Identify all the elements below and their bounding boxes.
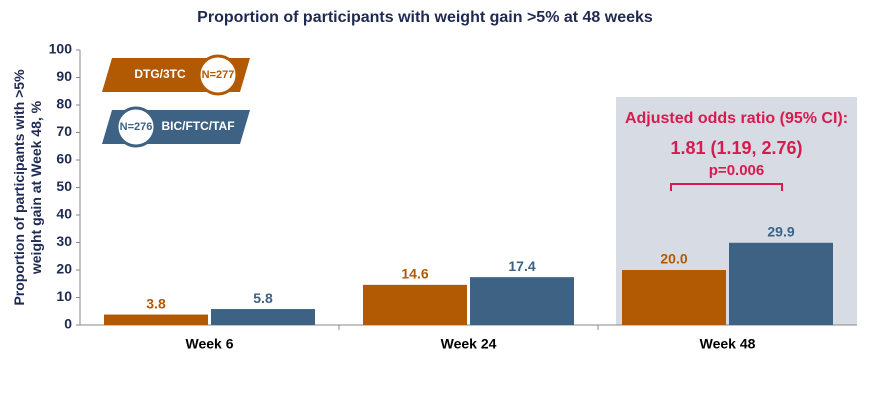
legend-n-badge (115, 106, 157, 148)
bar (211, 309, 315, 325)
x-tick-label: Week 24 (441, 336, 497, 352)
bar (363, 284, 467, 325)
y-tick-label: 90 (56, 68, 72, 84)
annotation-estimate: 1.81 (1.19, 2.76) (670, 138, 802, 158)
bar (104, 314, 208, 325)
value-label: 5.8 (253, 290, 273, 306)
y-tick-label: 60 (56, 151, 72, 167)
y-axis-label-line: Proportion of participants with >5% (11, 69, 27, 306)
y-tick-label: 10 (56, 288, 72, 304)
significance-bracket (670, 183, 783, 191)
y-tick-label: 50 (56, 178, 72, 194)
legend-label: DTG/3TC (134, 67, 186, 81)
y-tick-label: 70 (56, 123, 72, 139)
y-tick-label: 80 (56, 96, 72, 112)
x-tick-label: Week 6 (186, 336, 234, 352)
legend-n: N=277 (202, 69, 235, 81)
value-label: 14.6 (401, 266, 428, 282)
legend-label: BIC/FTC/TAF (161, 119, 234, 133)
value-label: 20.0 (660, 251, 687, 267)
y-tick-label: 0 (64, 316, 72, 332)
y-tick-label: 100 (49, 41, 73, 57)
y-tick-label: 20 (56, 261, 72, 277)
bar (729, 242, 833, 325)
value-label: 29.9 (767, 223, 794, 239)
y-tick-label: 30 (56, 233, 72, 249)
value-label: 17.4 (508, 258, 535, 274)
x-tick-label: Week 48 (700, 336, 756, 352)
value-label: 3.8 (146, 295, 166, 311)
y-tick-label: 40 (56, 206, 72, 222)
annotation-p-value: p=0.006 (709, 162, 764, 179)
legend-n-badge (197, 54, 239, 96)
annotation-title: Adjusted odds ratio (95% CI): (625, 110, 848, 127)
bar (470, 277, 574, 325)
y-axis-label: Proportion of participants with >5%weigh… (11, 69, 44, 306)
chart-title: Proportion of participants with weight g… (197, 9, 653, 26)
bar (622, 270, 726, 325)
y-axis-label-line: weight gain at Week 48, % (28, 100, 44, 275)
legend-n: N=276 (120, 121, 153, 133)
